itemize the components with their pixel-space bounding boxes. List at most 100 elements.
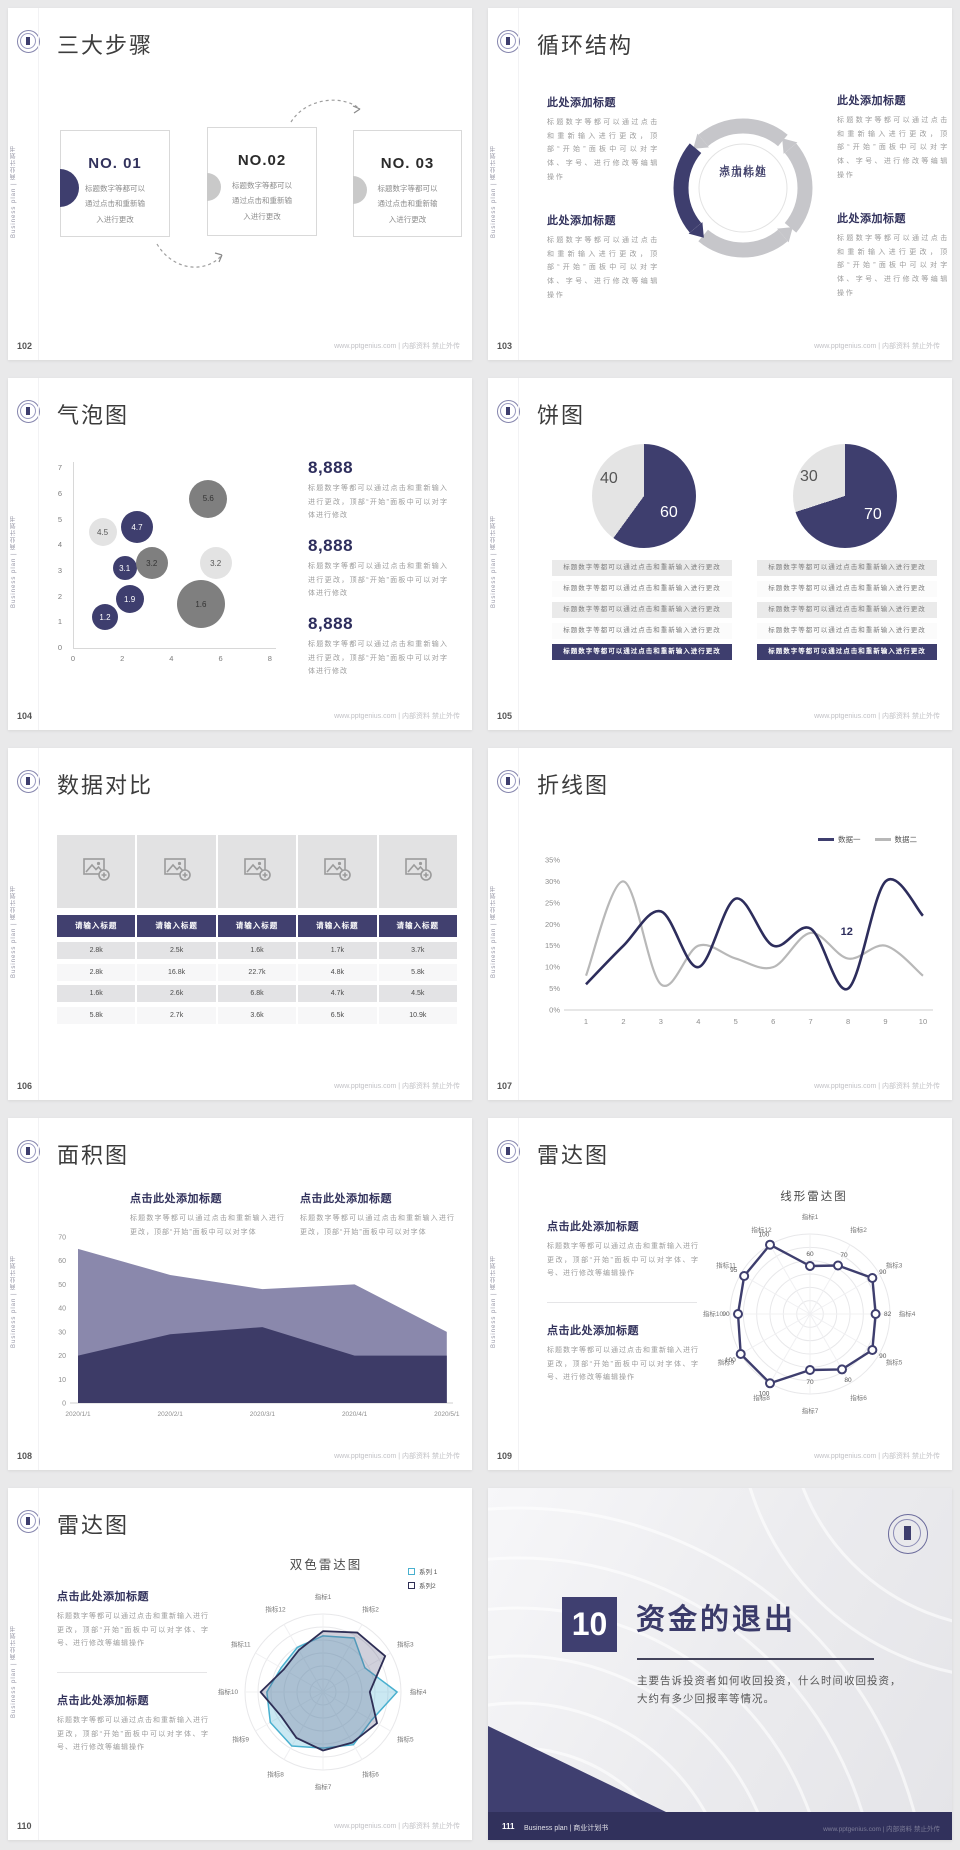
table-cell: 2.5k (137, 942, 216, 959)
radar-axis-label: 指标1 (802, 1212, 819, 1221)
x-tick-label: 0 (70, 654, 76, 663)
y-tick-label: 60 (58, 1258, 66, 1265)
block-divider (547, 1302, 697, 1303)
page-number: 104 (17, 711, 33, 721)
table-cell: 5.8k (57, 1006, 136, 1024)
step-body: 标题数字等都可以通过点击和重新输入进行更改 (232, 181, 292, 221)
step-body: 标题数字等都可以通过点击和重新输入进行更改 (377, 184, 438, 224)
y-tick-label: 35% (545, 856, 560, 865)
sidebar-divider (518, 378, 519, 730)
radar-chart-title: 双色雷达图 (289, 1558, 363, 1572)
bubble: 5.6 (189, 479, 228, 518)
radar-point (739, 1271, 750, 1281)
block-heading: 此处添加标题 (837, 95, 906, 107)
legend-line-swatch (874, 838, 891, 841)
chart-legend: 数据一 数据二 (818, 834, 917, 845)
stat-block: 8,888 标题数字等都可以通过点击和重新输入进行更改，顶部“开始”面板中可以对字… (308, 536, 448, 601)
page-number: 105 (497, 711, 513, 721)
radar-spoke (809, 1313, 880, 1355)
slide-102-content: NO. 01 标题数字等都可以通过点击和重新输入进行更改 NO.02 标题数字等都可以… (8, 8, 472, 360)
y-tick-label: 50 (58, 1282, 66, 1289)
bubble: 1.9 (115, 585, 144, 614)
slide-title: 数据对比 (57, 773, 154, 798)
sidebar-divider (518, 1118, 519, 1470)
slide-103[interactable]: Business plan | 商业计划书 循环结构 此处添加标题 标题数字等都可… (488, 8, 952, 360)
y-tick-label: 30 (58, 1329, 66, 1336)
y-tick-label: 7 (57, 463, 62, 473)
block-heading: 此处添加标题 (837, 213, 906, 225)
radar-value-label: 80 (844, 1377, 852, 1384)
university-seal-logo (497, 30, 520, 53)
slide-107-content: 数据一 数据二 35% 30% 25% 20% 15% 10% 5% 0% 1 2 3 4 5 6 7 8 9 10 1… (488, 748, 952, 1100)
x-tick-label: 6 (771, 1017, 775, 1026)
page-number: 103 (497, 341, 513, 351)
caption-row: 标题数字等都可以通过点击和重新输入进行更改 (757, 560, 937, 576)
y-tick-label: 0 (62, 1401, 66, 1408)
corner-wedge-decoration (488, 1726, 666, 1812)
radar-value-label: 100 (725, 1357, 736, 1364)
footer-site: www.pptgenius.com | 内部资料 禁止外传 (823, 1826, 940, 1833)
radar-axis-label: 指标4 (410, 1687, 427, 1696)
block-body: 标题数字等都可以通过点击和重新输入进行更改，顶部“开始”面板中可以对字体、字号、… (837, 117, 949, 179)
radar-axis-label: 指标11 (231, 1640, 251, 1649)
step-card: NO. 03 标题数字等都可以通过点击和重新输入进行更改 (353, 130, 462, 237)
radar-axis-label: 指标7 (802, 1406, 819, 1415)
radar-spoke (283, 1691, 324, 1760)
radar-spoke (255, 1691, 324, 1732)
slide-111[interactable]: 10 资金的退出 主要告诉投资者如何收回投资，什么时间收回投资，大约有多少回报率… (488, 1488, 952, 1840)
add-image-icon (322, 856, 352, 887)
line-series-2 (584, 880, 924, 988)
cycle-arc (673, 143, 702, 233)
radar-point (735, 1349, 746, 1359)
slide-107[interactable]: Business plan | 商业计划书 折线图 数据一 数据二 35% 30% 25… (488, 748, 952, 1100)
slide-106[interactable]: Business plan | 商业计划书 数据对比 请输入标题 请输入标题 请输入… (8, 748, 472, 1100)
table-cell: 6.5k (298, 1006, 377, 1024)
radar-axis-label: 指标2 (850, 1225, 867, 1234)
image-placeholder (298, 835, 377, 908)
page-number: 106 (17, 1081, 33, 1091)
slide-105[interactable]: Business plan | 商业计划书 饼图 60 40 70 30 标题数字等都可… (488, 378, 952, 730)
table-cell: 3.7k (378, 942, 457, 959)
text-block: 点击此处添加标题 标题数字等都可以通过点击和重新输入进行更改，顶部“开始”面板中可… (547, 1322, 699, 1385)
block-heading: 点击此处添加标题 (57, 1695, 149, 1707)
slide-102[interactable]: Business plan | 商业计划书 三大步骤 NO. 01 标题数字等都可… (8, 8, 472, 360)
y-tick-label: 10% (545, 963, 560, 972)
radar-spoke (809, 1273, 880, 1315)
image-placeholder (137, 835, 216, 908)
radar-point (870, 1309, 881, 1319)
x-axis-line (73, 648, 276, 649)
x-tick-label: 9 (883, 1017, 887, 1026)
footer-site: www.pptgenius.com | 内部资料 禁止外传 (814, 1453, 940, 1460)
block-heading: 此处添加标题 (547, 215, 616, 227)
footer-site: www.pptgenius.com | 内部资料 禁止外传 (334, 1453, 460, 1460)
block-heading: 点击此处添加标题 (300, 1193, 392, 1205)
table-cell: 2.8k (57, 963, 136, 981)
slide-title: 雷达图 (57, 1513, 130, 1538)
x-tick-label: 2020/2/1 (158, 1411, 184, 1418)
x-tick-label: 7 (809, 1017, 813, 1026)
footer-brand-label: Business plan | 商业计划书 (524, 1824, 609, 1832)
slide-110[interactable]: Business plan | 商业计划书 雷达图 双色雷达图 点击此处添加标题… (8, 1488, 472, 1840)
x-tick-label: 2020/4/1 (342, 1411, 368, 1418)
caption-row: 标题数字等都可以通过点击和重新输入进行更改 (552, 623, 732, 639)
y-tick-label: 4 (57, 540, 62, 550)
legend-label: 数据二 (894, 835, 918, 844)
y-tick-label: 20 (58, 1353, 66, 1360)
radar-value-label: 90 (722, 1311, 730, 1318)
y-tick-label: 6 (57, 488, 62, 498)
y-tick-label: 2 (57, 591, 62, 601)
university-seal-logo (497, 1140, 520, 1163)
text-block: 此处添加标题标题数字等都可以通过点击和重新输入进行更改，顶部“开始”面板中可以对… (547, 212, 659, 302)
radar-value-label: 100 (759, 1391, 770, 1398)
text-block: 此处添加标题 标题数字等都可以通过点击和重新输入进行更改，顶部“开始”面板中可以对… (547, 94, 659, 184)
radar-axis-label: 指标12 (751, 1225, 772, 1234)
footer-site: www.pptgenius.com | 内部资料 禁止外传 (814, 713, 940, 720)
slide-109[interactable]: Business plan | 商业计划书 雷达图 线形雷达图 点击此处添加标题… (488, 1118, 952, 1470)
pie-slice-label: 30 (800, 468, 818, 485)
radar-spoke (809, 1244, 851, 1315)
block-body: 标题数字等都可以通过点击和重新输入进行更改，顶部“开始”面板中可以对字体、字号、… (547, 237, 659, 299)
slide-108[interactable]: Business plan | 商业计划书 面积图 点击此处添加标题 标题数字等都… (8, 1118, 472, 1470)
radar-axis-label: 指标8 (267, 1769, 284, 1778)
radar-spoke (740, 1313, 811, 1355)
